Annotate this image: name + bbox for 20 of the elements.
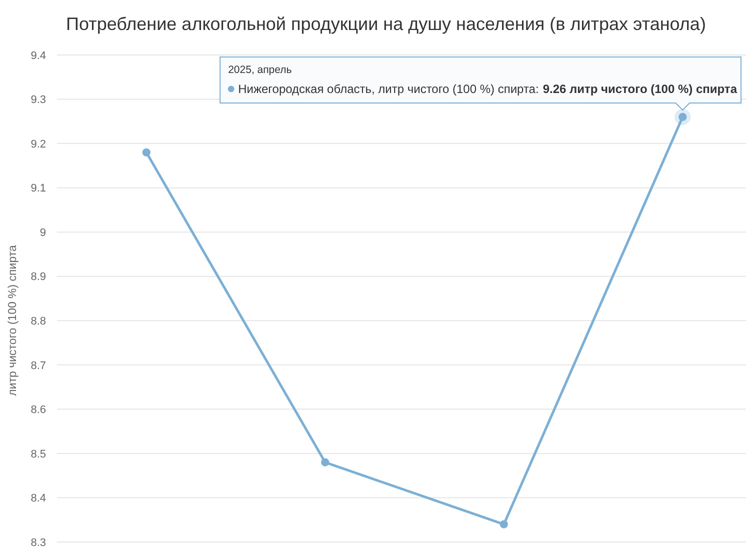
annotation: Нижегородская область, литр чистого (100 %) спирта:: [238, 82, 539, 96]
y-tick-label: 9.3: [30, 94, 46, 106]
y-tick-label: 8.5: [30, 448, 46, 460]
y-tick-label: 8.3: [30, 536, 46, 549]
annotation: 2025, апрель: [228, 64, 292, 76]
point: [142, 148, 150, 156]
y-tick-label: 9.4: [30, 50, 46, 62]
y-tick-label: 9.2: [30, 138, 46, 150]
y-tick-label: 9.1: [30, 182, 46, 195]
y-tick-label: 8.9: [30, 271, 46, 284]
y-tick-label: 8.7: [30, 360, 46, 372]
chart-title: Потребление алкогольной продукции на душу населения (в литрах этанола): [66, 14, 706, 34]
point: [321, 458, 330, 466]
annotation: 9.26 литр чистого (100 %) спирта: [542, 82, 738, 96]
y-tick-label: 8.8: [30, 315, 46, 328]
y-tick-label: 9: [40, 226, 46, 239]
y-tick-label: 8.6: [30, 404, 46, 416]
point: [500, 520, 508, 528]
y-tick-label: 8.4: [30, 492, 46, 505]
y-axis-title: литр чистого (100 %) спирта: [7, 244, 19, 396]
